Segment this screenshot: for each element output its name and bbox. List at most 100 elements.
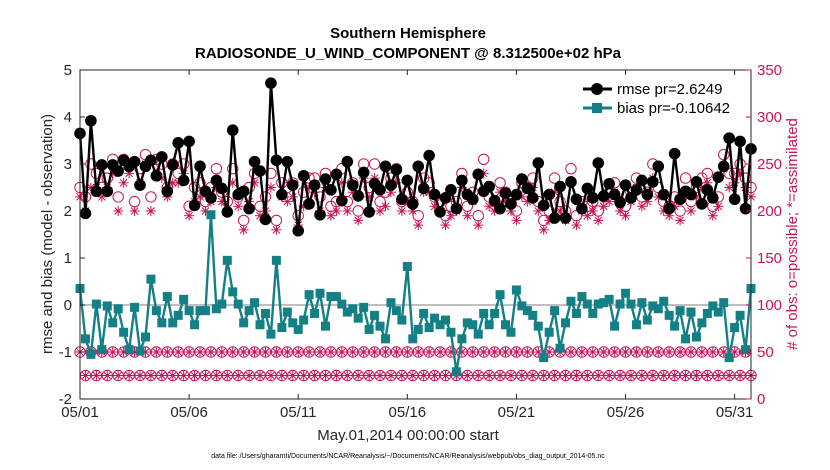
obs-assimilated-point: [538, 224, 549, 235]
obs-assimilated-point: [260, 347, 271, 357]
bias-point: [119, 327, 129, 337]
obs-possible-point: [216, 346, 228, 358]
rmse-point: [341, 155, 354, 168]
obs-assimilated-point: [462, 210, 473, 221]
obs-assimilated-point: [293, 347, 304, 357]
bias-point: [320, 321, 330, 331]
bias-point: [359, 302, 369, 312]
obs-possible-point: [696, 346, 708, 358]
obs-possible-point: [603, 369, 615, 382]
bias-point: [691, 332, 701, 342]
obs-possible-point: [499, 346, 512, 358]
rmse-point: [346, 179, 359, 191]
bias-point: [517, 301, 527, 311]
rmse-point: [417, 182, 430, 195]
obs-assimilated-point: [233, 201, 244, 212]
rmse-point: [270, 154, 283, 167]
obs-assimilated-point: [636, 370, 647, 381]
obs-possible-point: [270, 346, 283, 358]
obs-possible-point: [510, 346, 523, 358]
obs-possible-point: [467, 346, 479, 358]
data-file-footer: data file: /Users/gharamti/Documents/NCA…: [211, 453, 605, 460]
legend-rmse-marker: [591, 83, 603, 95]
bias-point: [157, 318, 167, 328]
obs-possible-point: [428, 369, 441, 382]
obs-possible-point: [636, 369, 648, 382]
obs-assimilated-point: [184, 210, 195, 221]
bias-point: [397, 315, 407, 325]
obs-possible-point: [477, 153, 490, 166]
bias-point: [648, 301, 658, 311]
obs-assimilated-point: [113, 370, 124, 381]
obs-possible-point: [576, 346, 588, 358]
bias-point: [179, 294, 189, 304]
obs-assimilated-point: [195, 347, 206, 357]
rmse-point: [112, 165, 124, 177]
obs-assimilated-point: [380, 201, 391, 212]
obs-assimilated-point: [309, 370, 320, 381]
obs-possible-point: [559, 369, 572, 382]
obs-assimilated-point: [675, 215, 686, 226]
obs-assimilated-point: [276, 370, 287, 381]
rmse-point: [330, 168, 343, 181]
bias-point: [239, 318, 249, 328]
obs-possible-point: [685, 346, 697, 358]
obs-assimilated-point: [342, 206, 353, 216]
bias-point: [642, 315, 652, 325]
obs-possible-point: [325, 346, 337, 358]
obs-possible-point: [134, 369, 146, 382]
obs-assimilated-point: [587, 347, 598, 357]
rmse-point: [396, 193, 408, 206]
chart-title: Southern Hemisphere: [330, 25, 486, 42]
rmse-point: [592, 157, 605, 169]
rmse-point: [690, 176, 703, 188]
rmse-point: [281, 155, 294, 168]
bias-point: [555, 343, 565, 353]
bias-point: [200, 306, 210, 316]
bias-point: [435, 320, 445, 330]
obs-assimilated-point: [435, 347, 446, 357]
obs-possible-point: [265, 369, 277, 382]
obs-assimilated-point: [315, 347, 326, 357]
bias-point: [97, 345, 107, 355]
legend-bias-label: bias pr=-0.10642: [617, 100, 730, 117]
bias-point: [577, 292, 587, 302]
obs-assimilated-point: [222, 370, 233, 381]
bias-point: [402, 261, 412, 271]
obs-assimilated-point: [511, 215, 522, 226]
obs-possible-point: [101, 369, 113, 382]
obs-assimilated-point: [582, 370, 593, 381]
obs-assimilated-point: [713, 370, 724, 381]
obs-assimilated-point: [118, 177, 129, 188]
rmse-point: [297, 169, 310, 182]
bias-point: [353, 313, 363, 323]
obs-possible-point: [521, 346, 534, 358]
rmse-point: [586, 192, 599, 204]
rmse-point: [472, 168, 485, 181]
bias-point: [370, 310, 380, 320]
x-tick-label: 05/11: [280, 404, 316, 421]
obs-assimilated-point: [735, 370, 746, 381]
obs-assimilated-point: [505, 370, 516, 381]
rmse-point: [641, 188, 654, 201]
obs-assimilated-point: [593, 370, 604, 381]
rmse-point: [177, 174, 190, 187]
rmse-point: [237, 185, 250, 198]
obs-assimilated-point: [145, 370, 156, 381]
obs-assimilated-point: [369, 347, 380, 357]
rmse-point: [734, 135, 746, 148]
obs-assimilated-point: [615, 370, 626, 381]
ticks-layer: 05/01 05/06 05/11 05/16 05/21 05/26 05/31 -2 -1 0…: [59, 62, 782, 421]
obs-possible-point: [598, 346, 610, 358]
obs-assimilated-point: [598, 201, 609, 212]
obs-assimilated-point: [691, 370, 702, 381]
rmse-point: [276, 188, 288, 201]
bias-point: [675, 306, 685, 316]
rmse-point: [292, 224, 305, 237]
obs-assimilated-point: [685, 347, 696, 357]
obs-possible-point: [336, 346, 348, 358]
obs-assimilated-point: [129, 206, 140, 216]
bias-point: [380, 334, 390, 344]
obs-assimilated-point: [189, 370, 200, 381]
rmse-point: [286, 179, 299, 191]
